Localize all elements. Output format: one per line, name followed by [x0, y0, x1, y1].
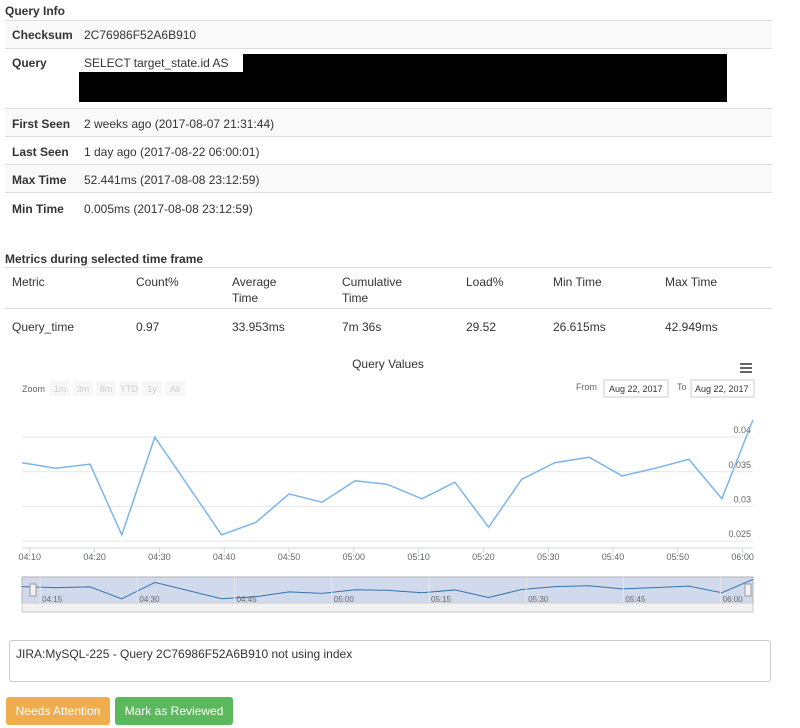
navigator-tick-label: 04:15 — [42, 595, 63, 604]
zoom-button[interactable] — [165, 381, 185, 396]
x-tick-label: 05:20 — [472, 552, 495, 562]
label: Last Seen — [12, 145, 69, 159]
to-date: Aug 22, 2017 — [695, 384, 749, 394]
button[interactable]: Needs Attention — [6, 697, 110, 725]
navigator-tick-label: 05:45 — [625, 595, 646, 604]
header: Max Time — [665, 275, 718, 289]
value: 2 weeks ago (2017-08-07 21:31:44) — [84, 117, 275, 131]
navigator-tick-label: 04:45 — [237, 595, 258, 604]
section-title: Metrics during selected time frame — [5, 252, 204, 266]
header: Load% — [466, 275, 504, 289]
x-tick-label: 04:30 — [148, 552, 171, 562]
value: 0.005ms (2017-08-08 23:12:59) — [84, 202, 253, 216]
to-label: To — [677, 382, 687, 392]
label: Max Time — [12, 173, 67, 187]
value: SELECT target_state.id AS — [84, 56, 229, 70]
date-input[interactable] — [690, 379, 755, 398]
y-tick-label: 0.035 — [728, 460, 751, 470]
navigator-handle — [744, 583, 752, 597]
label: Min Time — [12, 202, 64, 216]
chart: Query Values Zoom From Aug 22, 2017 To A… — [19, 357, 755, 613]
row: Min Time 0.005ms (2017-08-08 23:12:59) — [5, 192, 772, 223]
x-tick-label: 04:50 — [278, 552, 301, 562]
row: Last Seen 1 day ago (2017-08-22 06:00:01) — [5, 136, 772, 165]
header: Min Time — [553, 275, 602, 289]
navigator-handle — [29, 583, 37, 597]
navigator-tick-label: 06:00 — [723, 595, 744, 604]
navigator-tick-label: 05:15 — [431, 595, 452, 604]
header: Metric — [12, 275, 45, 289]
cell: Query_time — [12, 320, 75, 334]
label: Query — [12, 56, 47, 70]
row: First Seen 2 weeks ago (2017-08-07 21:31:… — [5, 108, 772, 137]
value: 1 day ago (2017-08-22 06:00:01) — [84, 145, 260, 159]
cell: 26.615ms — [553, 320, 606, 334]
cell: 29.52 — [466, 320, 497, 334]
navigator-tick-label: 04:30 — [139, 595, 160, 604]
chart-title: Query Values — [352, 357, 424, 371]
date-input[interactable] — [603, 379, 669, 398]
row: Query SELECT target_state.id AS — [5, 48, 772, 109]
cell: 0.97 — [136, 320, 160, 334]
from-label: From — [576, 382, 597, 392]
zoom-button-label: 1y — [147, 384, 157, 394]
zoom-button[interactable] — [50, 381, 70, 396]
value: 52.441ms (2017-08-08 23:12:59) — [84, 173, 260, 187]
zoom-label: Zoom — [22, 384, 45, 394]
x-tick-label: 04:10 — [19, 552, 42, 562]
menu-icon[interactable] — [740, 363, 752, 373]
cell: 33.953ms — [232, 320, 285, 334]
y-tick-label: 0.025 — [728, 529, 751, 539]
textarea[interactable]: JIRA:MySQL-225 - Query 2C76986F52A6B910 … — [9, 640, 771, 682]
x-tick-label: 04:20 — [83, 552, 106, 562]
navigator-tick-label: 05:00 — [334, 595, 355, 604]
label: First Seen — [12, 117, 71, 131]
header-row: Metric Count% Average Time Cumulative Ti… — [5, 267, 772, 309]
zoom-button-label: YTD — [120, 384, 139, 394]
zoom-button-label: 1m — [54, 384, 67, 394]
x-tick-label: 04:40 — [213, 552, 236, 562]
label: Checksum — [12, 28, 73, 42]
button[interactable]: Mark as Reviewed — [115, 697, 233, 725]
from-date: Aug 22, 2017 — [609, 384, 663, 394]
y-tick-label: 0.04 — [733, 425, 751, 435]
value: 2C76986F52A6B910 — [84, 28, 197, 42]
x-tick-label: 05:10 — [407, 552, 430, 562]
cell: 7m 36s — [342, 320, 382, 334]
x-tick-label: 05:30 — [537, 552, 560, 562]
x-tick-label: 05:00 — [343, 552, 366, 562]
zoom-button[interactable] — [73, 381, 93, 396]
zoom-button[interactable] — [142, 381, 162, 396]
line — [21, 419, 754, 537]
navigator-line — [21, 579, 754, 600]
row: Max Time 52.441ms (2017-08-08 23:12:59) — [5, 164, 772, 193]
x-tick-label: 06:00 — [731, 552, 754, 562]
scrollbar[interactable] — [21, 602, 754, 613]
header: Cumulative Time — [342, 275, 403, 305]
zoom-button[interactable] — [119, 381, 139, 396]
zoom-button[interactable] — [96, 381, 116, 396]
header: Count% — [136, 275, 179, 289]
note-text: JIRA:MySQL-225 - Query 2C76986F52A6B910 … — [16, 647, 353, 661]
x-tick-label: 05:40 — [602, 552, 625, 562]
redaction — [243, 54, 727, 72]
y-tick-label: 0.03 — [733, 494, 751, 504]
row: Checksum 2C76986F52A6B910 — [5, 20, 772, 49]
zoom-button-label: 3m — [77, 384, 90, 394]
navigator-tick-label: 05:30 — [528, 595, 549, 604]
zoom-button-label: All — [170, 384, 180, 394]
header: Average Time — [232, 275, 277, 305]
cell: 42.949ms — [665, 320, 718, 334]
section-title: Query Info — [5, 4, 66, 18]
x-tick-label: 05:50 — [667, 552, 690, 562]
redaction — [79, 72, 727, 102]
zoom-button-label: 6m — [100, 384, 113, 394]
row: Query_time 0.97 33.953ms 7m 36s 29.52 26… — [5, 308, 772, 340]
